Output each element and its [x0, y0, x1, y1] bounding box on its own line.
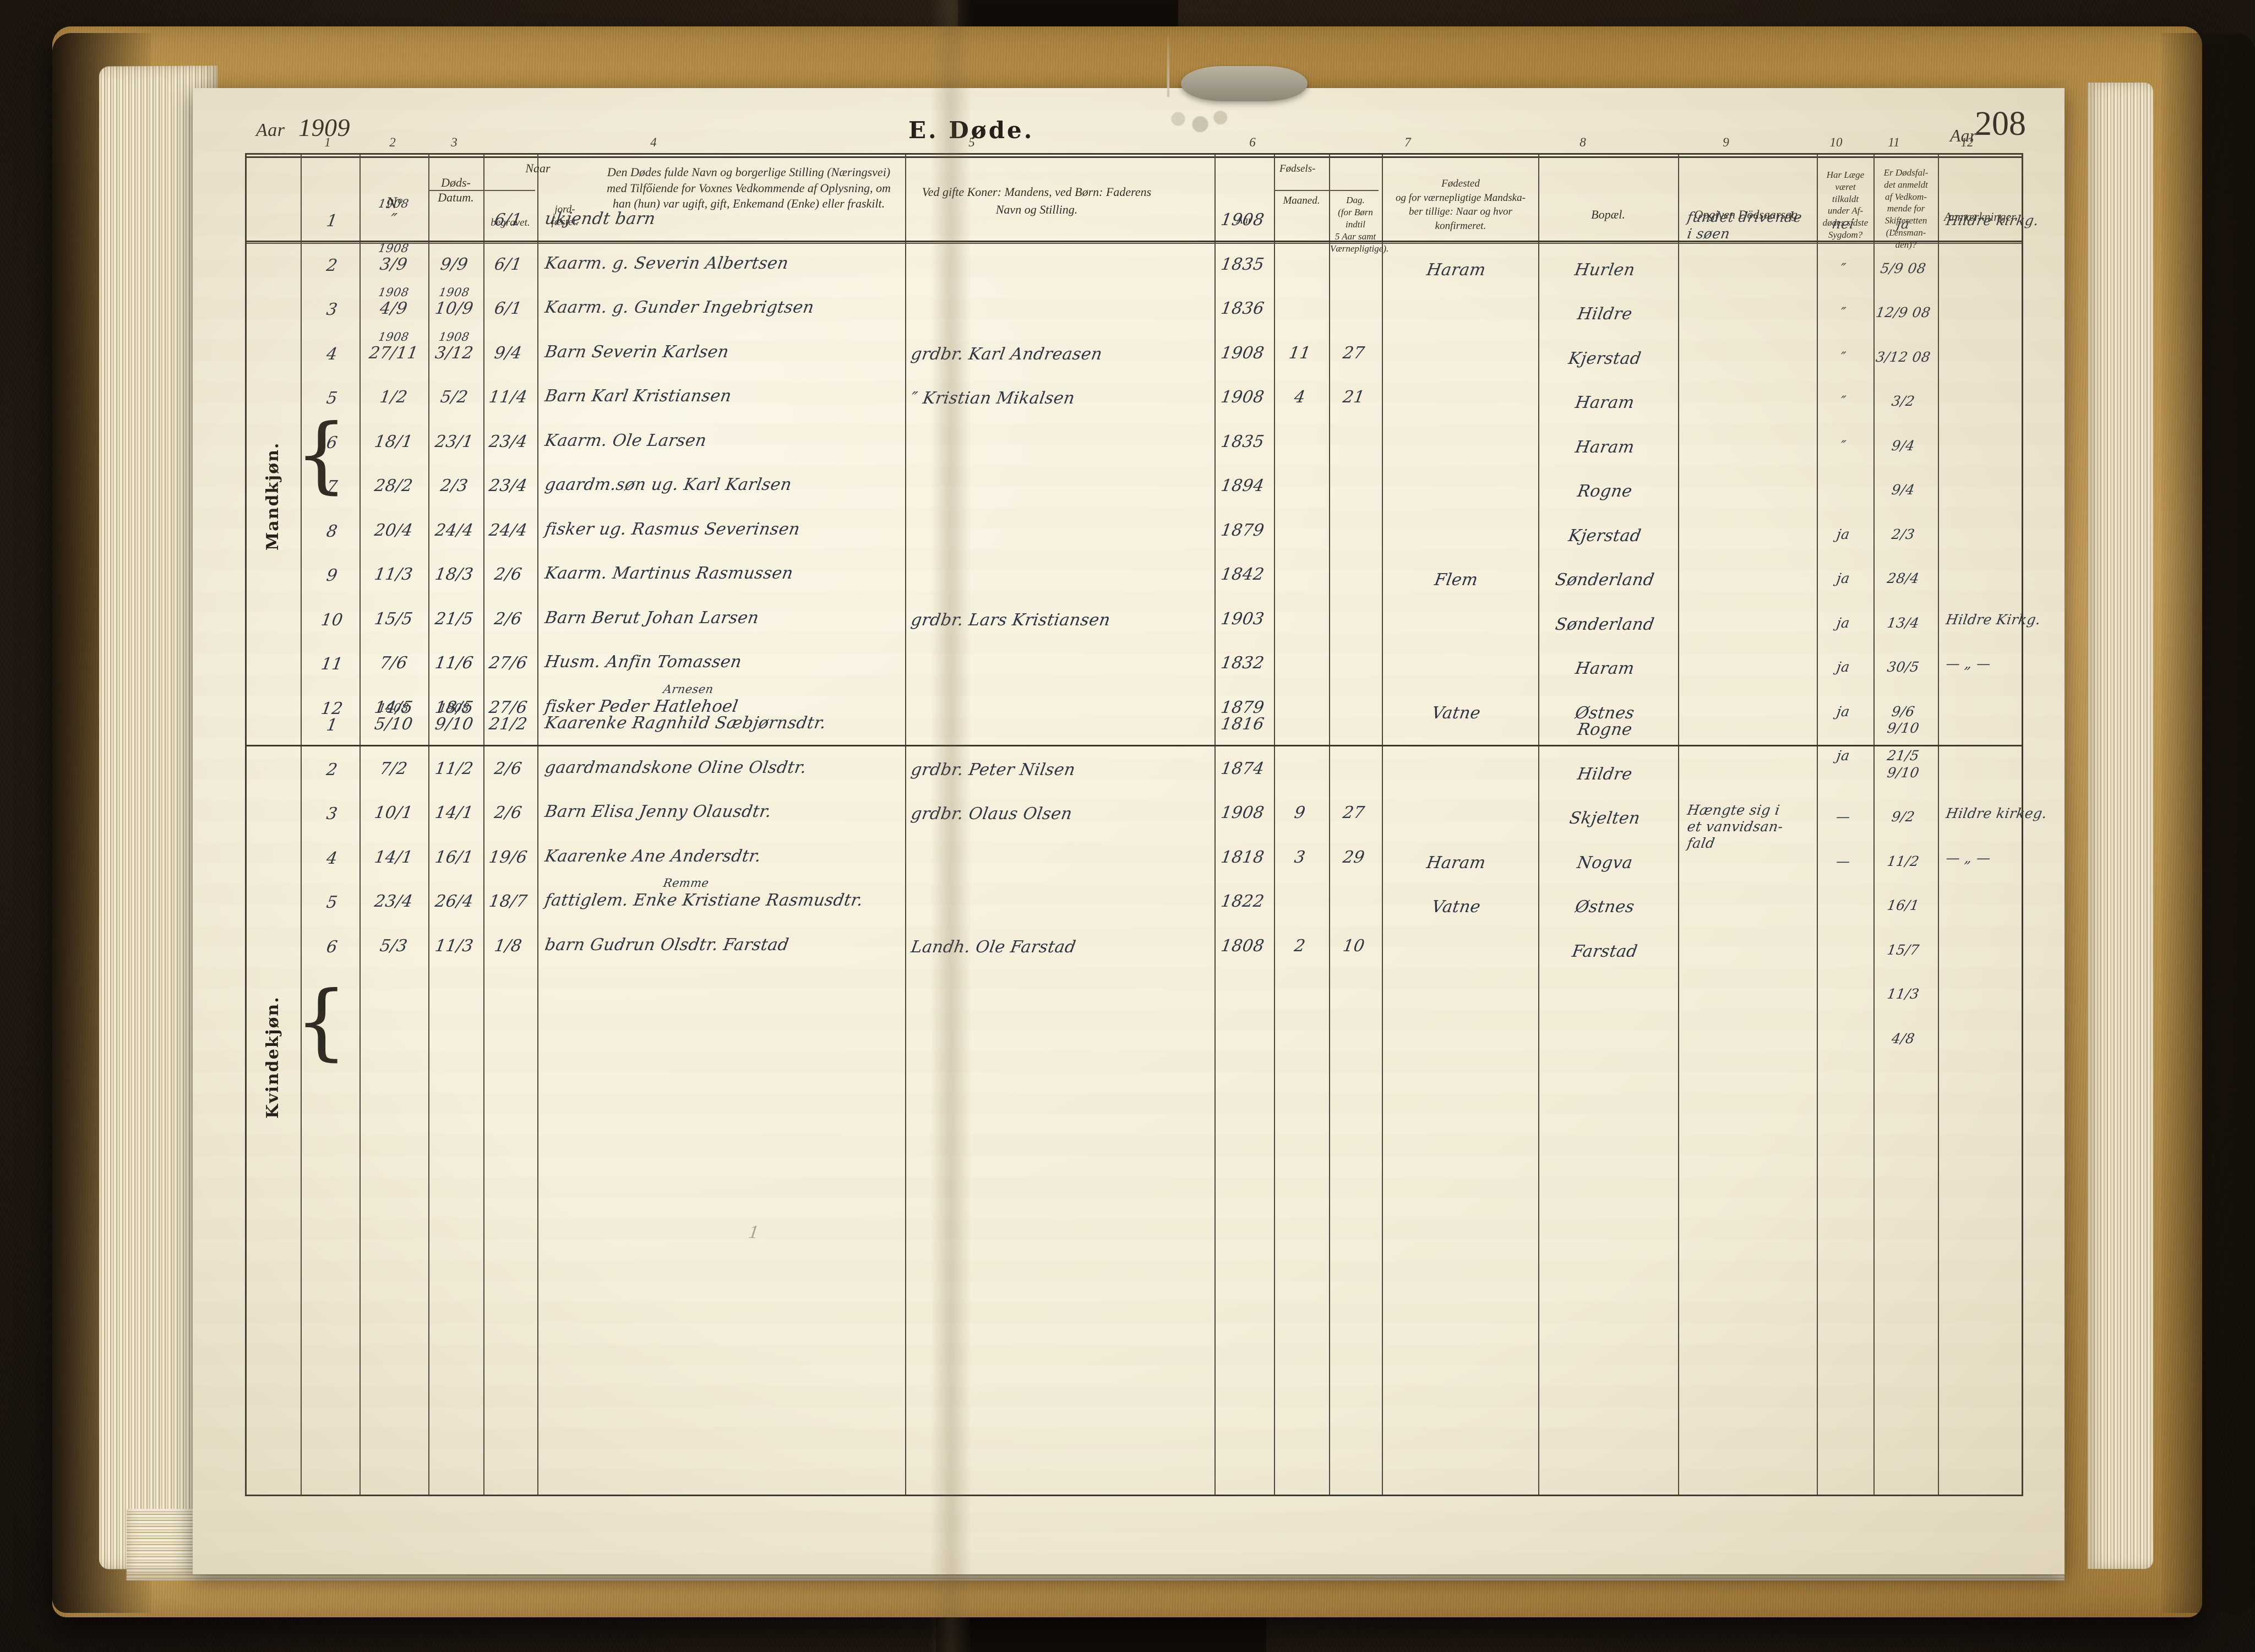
- records-table: Nᵒ Døds- Datum. Naar begravet. jord- fæs…: [245, 153, 2023, 1496]
- hline-header-bottom: [247, 241, 2022, 242]
- vline-doctor: [1873, 155, 1875, 1495]
- col-num-8: 8: [1579, 135, 1586, 149]
- hline-section-divider: [247, 745, 2022, 746]
- year-value: 1909: [298, 113, 350, 141]
- vline-father: [1214, 155, 1216, 1495]
- vline-birthday: [1382, 155, 1383, 1495]
- open-page-spread: Aar 1909 E. Døde. 208 Aar 1 2 3 4 5 6 7 …: [193, 36, 2065, 1574]
- header-residence: Bopæl.: [1591, 208, 1625, 221]
- year-label: Aar: [256, 120, 285, 140]
- header-buried: begravet.: [491, 217, 530, 228]
- hline-header-bottom-2: [247, 243, 2022, 244]
- name-superscript: Arnesen: [662, 682, 715, 696]
- header-birth-day: Dag. (for Børn indtil 5 Aar samt Værnepl…: [1330, 195, 1389, 254]
- hline-naar-split: [428, 190, 535, 191]
- vline-cause: [1817, 155, 1818, 1495]
- col-num-9: 9: [1723, 135, 1729, 149]
- col-num-5: 5: [968, 135, 975, 149]
- cover-shadow-right: [2161, 33, 2255, 1613]
- header-reported: Er Dødsfal- det anmeldt af Vedkom- mende…: [1883, 167, 1929, 250]
- brace-male: {: [295, 407, 348, 503]
- header-husband-father: Ved gifte Koner: Mandens, ved Børn: Fade…: [922, 185, 1152, 216]
- col-num-11: 11: [1888, 135, 1900, 149]
- col-num-7: 7: [1404, 135, 1411, 149]
- brace-female: {: [295, 974, 348, 1070]
- col-num-4: 4: [650, 135, 657, 149]
- header-full-name: Den Dødes fulde Navn og borgerlige Still…: [607, 165, 891, 211]
- page-block-fore-edge-right: [2087, 83, 2153, 1569]
- header-birth-month: Maaned.: [1283, 195, 1320, 206]
- col-num-10: 10: [1829, 135, 1843, 149]
- header-birth-year: Aar: [1236, 215, 1252, 226]
- binding-knot: [1181, 66, 1308, 101]
- header-naar: Naar: [525, 161, 551, 175]
- name-superscript: Remme: [662, 876, 710, 890]
- vline-no: [360, 155, 361, 1495]
- col-num-1: 1: [324, 135, 331, 149]
- vline-jord: [537, 155, 538, 1495]
- column-number-row: 1 2 3 4 5 6 7 8 9 10 11 12: [245, 135, 2023, 152]
- vline-deathdate: [428, 155, 429, 1495]
- gender-label-female: Kvindekjøn.: [263, 996, 282, 1119]
- vline-birthplace: [1538, 155, 1539, 1495]
- hline-fodsels-split: [1274, 190, 1379, 191]
- col-num-12: 12: [1960, 135, 1974, 149]
- header-cause: Opgiven Dödsaarsag.: [1694, 208, 1801, 221]
- vline-residence: [1678, 155, 1679, 1495]
- gender-label-male: Mandkjøn.: [263, 441, 282, 550]
- page-number: 208: [1975, 105, 2026, 143]
- col-num-6: 6: [1249, 135, 1256, 149]
- vline-birthmonth: [1329, 155, 1330, 1495]
- vline-gender: [301, 155, 302, 1495]
- section-title: E. Døde.: [908, 117, 1034, 144]
- vline-birthyear: [1274, 155, 1275, 1495]
- year-heading: Aar 1909: [256, 113, 350, 142]
- table-top-double-rule: [247, 156, 2022, 158]
- header-death-date: Døds- Datum.: [438, 176, 474, 204]
- header-no: Nᵒ: [386, 194, 402, 212]
- header-birthplace: Fødested og for værnepligtige Mandska- b…: [1396, 178, 1526, 232]
- vline-name: [905, 155, 906, 1495]
- header-doctor: Har Læge været tilkaldt under Af- dødes …: [1822, 170, 1869, 240]
- col-num-2: 2: [389, 135, 396, 149]
- vline-buried: [483, 155, 484, 1495]
- header-birth: Fødsels-: [1279, 163, 1316, 175]
- header-remarks: Anmærkninger.: [1944, 210, 2018, 223]
- col-num-3: 3: [451, 135, 457, 149]
- year-label-right: Aar: [1950, 126, 1976, 145]
- vline-reported: [1938, 155, 1939, 1495]
- header-jordfaestet: jord- fæstet.: [551, 204, 579, 228]
